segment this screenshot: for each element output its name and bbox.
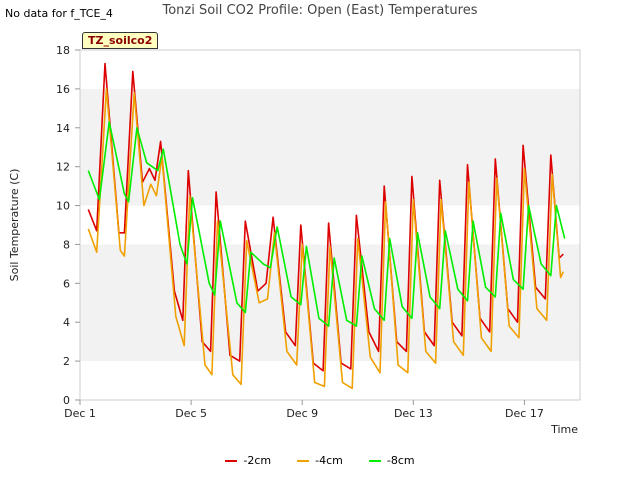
series-line-2cm <box>87 62 564 372</box>
grid-band <box>80 322 580 362</box>
y-tick-label: 8 <box>63 238 70 251</box>
legend-swatch <box>368 459 381 462</box>
no-data-note: No data for f_TCE_4 <box>5 7 113 20</box>
y-tick-label: 4 <box>63 316 70 329</box>
grid-bands <box>80 50 580 400</box>
grid-band <box>80 50 580 89</box>
y-axis-ticks: 0 2 4 6 8 10 12 14 16 18 <box>56 44 80 407</box>
site-badge: TZ_soilco2 <box>82 32 159 49</box>
legend-label: -4cm <box>315 454 343 467</box>
chart-title: Tonzi Soil CO2 Profile: Open (East) Temp… <box>162 3 478 18</box>
y-tick-label: 10 <box>56 200 70 213</box>
x-axis-ticks: Dec 1 Dec 5 Dec 9 Dec 13 Dec 17 <box>64 400 544 420</box>
grid-band <box>80 127 580 167</box>
y-tick-label: 14 <box>56 122 70 135</box>
plot-frame <box>79 49 581 401</box>
x-tick-label: Dec 5 <box>175 407 207 420</box>
x-axis-label: Time <box>550 423 578 436</box>
x-tick-label: Dec 13 <box>394 407 433 420</box>
y-tick-label: 6 <box>63 277 70 290</box>
y-tick-label: 0 <box>63 394 70 407</box>
series-line-8cm <box>87 121 566 327</box>
legend-label: -8cm <box>386 454 415 467</box>
x-tick-label: Dec 17 <box>505 407 544 420</box>
x-tick-label: Dec 9 <box>286 407 318 420</box>
legend-label: -2cm <box>243 454 272 467</box>
series-lines <box>87 62 566 390</box>
legend-item: -2cm <box>225 454 271 467</box>
x-tick-label: Dec 1 <box>64 407 96 420</box>
grid-band <box>80 166 580 206</box>
y-tick-label: 16 <box>56 83 70 96</box>
legend-item: -8cm <box>368 454 415 467</box>
legend-item: -4cm <box>297 454 343 467</box>
legend-swatch <box>297 459 310 462</box>
y-axis-label: Soil Temperature (C) <box>8 169 21 282</box>
grid-band <box>80 88 580 128</box>
grid-band <box>80 361 580 400</box>
y-tick-label: 18 <box>56 44 70 57</box>
y-tick-label: 2 <box>63 355 70 368</box>
series-line-4cm <box>87 88 565 390</box>
legend-swatch <box>225 459 238 462</box>
y-tick-label: 12 <box>56 161 70 174</box>
legend: -2cm -4cm -8cm <box>0 454 640 467</box>
